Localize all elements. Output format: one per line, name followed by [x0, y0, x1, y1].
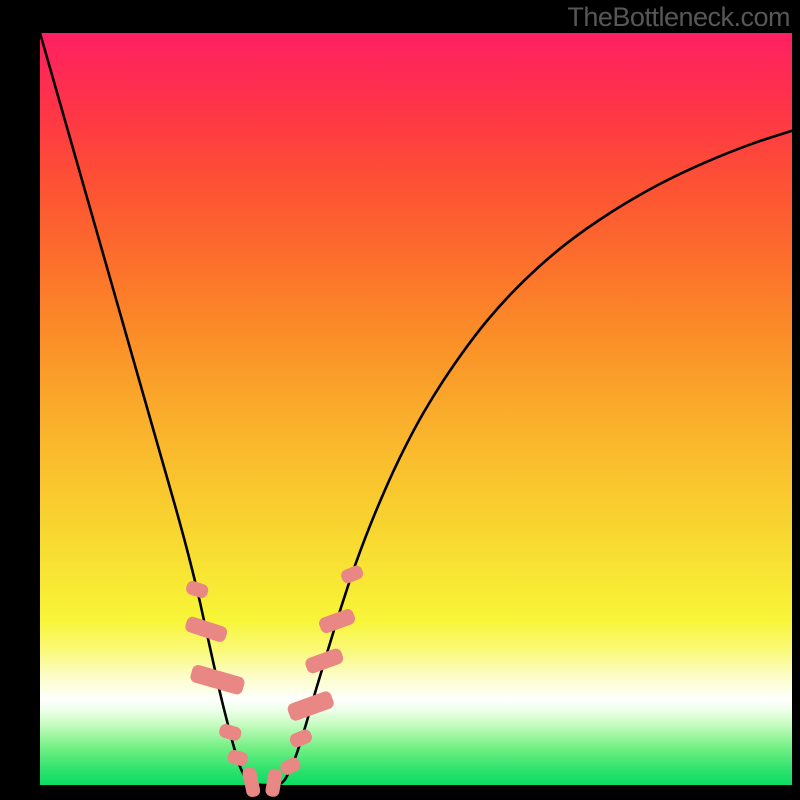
chart-container: TheBottleneck.com [0, 0, 800, 800]
attribution-watermark: TheBottleneck.com [567, 2, 790, 33]
bottleneck-chart-svg [0, 0, 800, 800]
plot-background [40, 33, 792, 785]
